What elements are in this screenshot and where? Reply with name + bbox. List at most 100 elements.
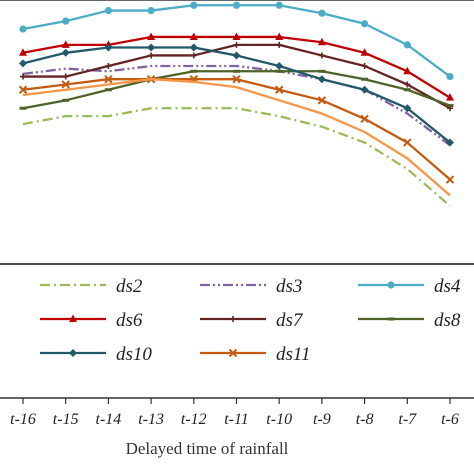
legend-item-ds11: ds11	[200, 344, 310, 365]
x-tick-label: t-10	[266, 411, 292, 428]
legend-item-ds6: ds6	[40, 310, 143, 331]
data-point-ds10	[275, 62, 284, 70]
data-point-ds4	[275, 1, 283, 9]
legend-label-ds6: ds6	[116, 310, 143, 331]
data-point-ds10	[19, 59, 27, 68]
series-ds7	[20, 41, 453, 112]
data-point-ds7	[105, 63, 112, 69]
x-axis: t-16 t-15 t-14 t-13 t-12 t-11 t-10 t-9 t-8 t-7 t-6	[10, 398, 459, 428]
legend-label-ds11: ds11	[276, 344, 310, 365]
series-line-ds2	[22, 107, 451, 207]
data-point-ds8	[104, 88, 112, 92]
data-point-ds4	[62, 17, 70, 25]
data-point-ds11	[232, 74, 241, 84]
data-point-ds8	[403, 88, 411, 92]
data-point-ds6	[189, 32, 198, 40]
data-point-ds7	[318, 52, 325, 59]
data-point-ds7	[148, 52, 155, 59]
legend-label-ds8: ds8	[434, 310, 461, 331]
x-tick-label: t-14	[96, 411, 122, 428]
legend-marker-ds11	[228, 348, 238, 358]
series-layer	[18, 1, 455, 207]
data-point-ds7	[361, 63, 368, 69]
data-point-ds8	[62, 98, 70, 102]
x-tick-label: t-13	[138, 411, 164, 428]
x-tick-label: t-16	[10, 411, 36, 428]
legend-label-ds4: ds4	[434, 276, 461, 297]
data-point-ds4	[318, 9, 326, 17]
data-point-ds11	[317, 96, 327, 105]
data-point-ds6	[61, 40, 70, 48]
data-point-ds7	[233, 41, 240, 48]
series-ds11	[18, 74, 455, 184]
data-point-ds8	[19, 106, 27, 110]
data-point-ds8	[190, 69, 198, 73]
data-point-ds7	[276, 41, 283, 48]
x-tick-label: t-7	[398, 411, 417, 428]
data-point-ds8	[318, 69, 326, 73]
legend-label-ds7: ds7	[276, 310, 304, 331]
data-point-ds10	[446, 138, 454, 147]
data-point-ds8	[233, 69, 240, 73]
legend-item-ds8: ds8	[358, 310, 461, 331]
data-point-ds4	[446, 72, 454, 81]
data-point-ds11	[104, 74, 113, 84]
legend-label-ds10: ds10	[116, 344, 152, 365]
data-point-ds10	[317, 75, 326, 84]
data-point-ds4	[232, 1, 241, 9]
data-point-ds7	[190, 52, 197, 59]
series-series-9	[22, 78, 451, 197]
data-point-ds11	[61, 80, 70, 89]
series-line-series-9	[22, 78, 451, 197]
data-point-ds10	[61, 48, 70, 57]
data-point-ds11	[445, 175, 455, 184]
data-point-ds11	[403, 138, 412, 147]
data-point-ds11	[274, 85, 284, 94]
x-tick-label: t-11	[224, 411, 249, 428]
legend-item-ds2: ds2	[40, 276, 143, 297]
legend-item-ds4: ds4	[358, 276, 461, 297]
series-ds2	[22, 107, 451, 207]
data-point-ds7	[20, 73, 26, 80]
legend-item-ds7: ds7	[200, 310, 304, 331]
data-point-ds8	[275, 69, 283, 73]
legend-label-ds2: ds2	[116, 276, 143, 297]
legend: ds2 ds3 ds4 ds6 ds7 ds8 ds10 ds11	[40, 276, 461, 365]
data-point-ds7	[404, 81, 411, 88]
data-point-ds10	[360, 85, 369, 94]
x-tick-label: t-6	[441, 411, 459, 428]
data-point-ds10	[147, 43, 156, 52]
x-tick-label: t-15	[53, 411, 79, 428]
data-point-ds4	[147, 6, 155, 15]
series-ds10	[19, 43, 454, 147]
legend-marker-ds6	[69, 314, 77, 322]
data-point-ds10	[189, 43, 198, 52]
data-point-ds4	[19, 25, 27, 33]
legend-label-ds3: ds3	[276, 276, 302, 297]
legend-item-ds10: ds10	[40, 344, 152, 365]
data-point-ds10	[232, 51, 241, 60]
data-point-ds10	[104, 43, 113, 52]
x-axis-title: Delayed time of rainfall	[126, 439, 289, 458]
data-point-ds6	[360, 48, 369, 56]
data-point-ds4	[403, 41, 411, 49]
data-point-ds6	[275, 32, 284, 40]
legend-item-ds3: ds3	[200, 276, 302, 297]
data-point-ds4	[361, 20, 369, 28]
x-tick-label: t-12	[181, 411, 207, 428]
legend-marker-ds7	[230, 316, 236, 322]
data-point-ds11	[18, 85, 28, 94]
data-point-ds7	[62, 73, 69, 80]
data-point-ds10	[403, 104, 412, 113]
data-point-ds4	[104, 6, 112, 15]
x-tick-label: t-8	[356, 411, 374, 428]
data-point-ds6	[446, 93, 454, 101]
x-tick-label: t-9	[313, 411, 331, 428]
data-point-ds6	[147, 32, 156, 40]
data-point-ds11	[360, 114, 369, 124]
legend-marker-ds4	[387, 281, 395, 289]
data-point-ds8	[446, 104, 454, 108]
series-ds4	[19, 1, 454, 81]
legend-marker-ds10	[69, 349, 77, 357]
